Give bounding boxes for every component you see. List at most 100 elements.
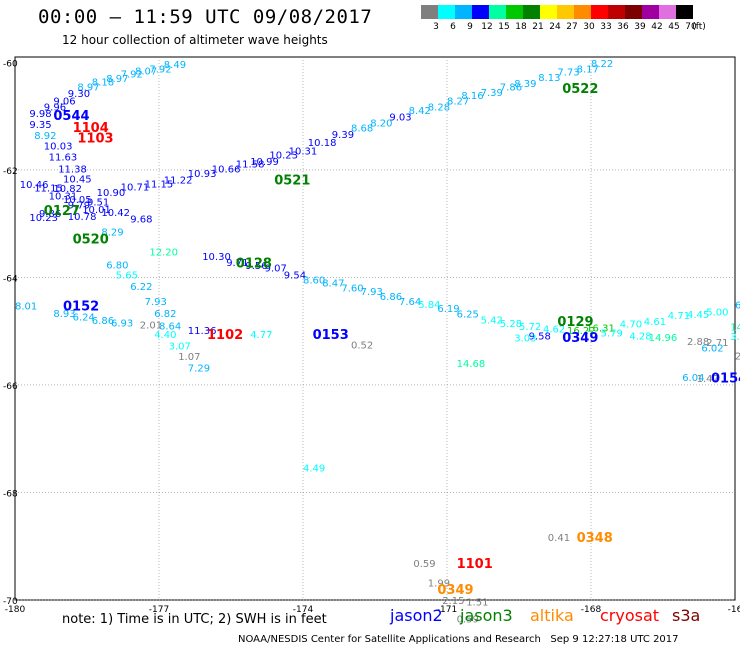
wave-height-label: 5.65 <box>116 271 138 282</box>
wave-height-label: 14.96 <box>649 333 678 344</box>
wave-height-label: 8.18 <box>92 78 114 89</box>
y-tick-label: -68 <box>3 489 18 499</box>
colorbar-swatch <box>676 5 693 19</box>
colorbar-swatch <box>574 5 591 19</box>
satellite-legend-item: altika <box>530 606 574 625</box>
chart-subtitle: 12 hour collection of altimeter wave hei… <box>62 33 328 47</box>
wave-height-label: 0.52 <box>351 341 373 352</box>
y-tick-label: -66 <box>3 382 18 392</box>
track-time-label: 1104 <box>73 121 109 136</box>
wave-height-label: 4.28 <box>629 331 651 342</box>
satellite-legend-item: jason3 <box>460 606 513 625</box>
satellite-legend-item: s3a <box>672 606 701 625</box>
colorbar-swatch <box>659 5 676 19</box>
wave-height-label: 2.88 <box>687 337 709 348</box>
wave-height-label: 10.71 <box>121 183 150 194</box>
footer-credit: NOAA/NESDIS Center for Satellite Applica… <box>238 634 679 645</box>
wave-height-label: 8.29 <box>101 228 123 239</box>
track-time-label: 0152 <box>63 299 99 314</box>
wave-height-label: 7.93 <box>145 297 167 308</box>
wave-height-label: 8.47 <box>322 278 344 289</box>
wave-height-label: 7.93 <box>361 287 383 298</box>
wave-height-label: 4.40 <box>154 330 176 341</box>
wave-height-label: 9.35 <box>29 120 51 131</box>
wave-height-label: 10.42 <box>101 208 130 219</box>
wave-height-label: 6.86 <box>380 292 402 303</box>
wave-height-label: 10.31 <box>289 147 318 158</box>
wave-height-label: 11.63 <box>49 152 78 163</box>
colorbar-unit: (ft) <box>692 22 706 32</box>
wave-height-label: 8.01 <box>15 301 37 312</box>
track-time-label: 0349 <box>437 583 473 598</box>
track-time-label: 0127 <box>44 204 80 219</box>
wave-height-label: 9.51 <box>87 198 109 209</box>
wave-height-label: 10.18 <box>308 138 337 149</box>
colorbar-label: 33 <box>600 22 612 32</box>
wave-height-label: 7.29 <box>188 364 210 375</box>
wave-height-label: 8.13 <box>538 73 560 84</box>
colorbar-swatch <box>455 5 472 19</box>
y-tick-label: -64 <box>3 274 18 284</box>
x-tick-label: -174 <box>293 605 314 615</box>
colorbar-label: 30 <box>583 22 595 32</box>
wave-height-label: 9.54 <box>284 271 306 282</box>
track-time-label: 0129 <box>557 315 593 330</box>
wave-height-label: 4.45 <box>687 310 709 321</box>
colorbar-swatch <box>421 5 438 19</box>
track-time-label: 0522 <box>562 82 598 97</box>
colorbar-label: 9 <box>467 22 473 32</box>
wave-height-label: 9.39 <box>332 130 354 141</box>
colorbar-label: 21 <box>532 22 544 32</box>
wave-height-label: 9.03 <box>389 113 411 124</box>
wave-height-label: 11.58 <box>236 159 265 170</box>
wave-height-label: 12.20 <box>149 248 178 259</box>
wave-height-label: 10.93 <box>188 169 217 180</box>
colorbar-swatch <box>608 5 625 19</box>
wave-height-label: 2.15 <box>442 596 464 607</box>
wave-height-label: 10.23 <box>269 150 298 161</box>
colorbar-swatch <box>642 5 659 19</box>
wave-height-label: 0.59 <box>413 559 435 570</box>
colorbar-swatch <box>625 5 642 19</box>
wave-height-label: 7.86 <box>500 83 522 94</box>
wave-height-label: 8.27 <box>447 97 469 108</box>
wave-height-label: 11.22 <box>164 176 193 187</box>
y-tick-label: -62 <box>3 167 18 177</box>
wave-height-label: 6.19 <box>437 304 459 315</box>
wave-height-label: 7.60 <box>341 284 363 295</box>
track-time-label: 0544 <box>53 109 89 124</box>
wave-height-label: 2.71 <box>706 338 728 349</box>
wave-height-label: 11.15 <box>34 184 63 195</box>
footer-credit-text: NOAA/NESDIS Center for Satellite Applica… <box>238 634 541 645</box>
wave-height-label: 8.60 <box>303 276 325 287</box>
wave-height-label: 6.80 <box>106 261 128 272</box>
wave-height-label: 4.71 <box>668 311 690 322</box>
wave-height-label: 0.41 <box>548 533 570 544</box>
colorbar-swatch <box>523 5 540 19</box>
wave-height-label: 8.42 <box>409 106 431 117</box>
wave-height-label: 2.01 <box>140 321 162 332</box>
wave-height-label: 9.98 <box>29 109 51 120</box>
wave-height-label: 5.79 <box>601 328 623 339</box>
wave-height-label: 8.20 <box>370 119 392 130</box>
wave-height-label: 7.73 <box>557 68 579 79</box>
wave-height-label: 10.66 <box>212 164 241 175</box>
wave-height-label: 8.93 <box>53 309 75 320</box>
wave-height-label: 10.90 <box>97 188 126 199</box>
wave-height-label: 10.03 <box>44 142 73 153</box>
wave-height-label: 10.45 <box>63 175 92 186</box>
y-tick-label: -60 <box>3 59 18 69</box>
wave-height-label: 8.92 <box>34 131 56 142</box>
wave-height-label: 9.79 <box>68 200 90 211</box>
colorbar-swatch <box>472 5 489 19</box>
wave-height-label: 10.82 <box>53 184 82 195</box>
wave-height-label: 6.02 <box>701 343 723 354</box>
wave-height-label: 1.51 <box>466 598 488 609</box>
wave-height-label: 9.58 <box>529 331 551 342</box>
wave-height-label: 9.68 <box>130 214 152 225</box>
colorbar-label: 39 <box>634 22 646 32</box>
wave-height-label: 4.49 <box>303 464 325 475</box>
x-tick-label: -177 <box>149 605 169 615</box>
wave-height-label: 7.39 <box>481 88 503 99</box>
track-time-label: 0154 <box>711 371 740 386</box>
